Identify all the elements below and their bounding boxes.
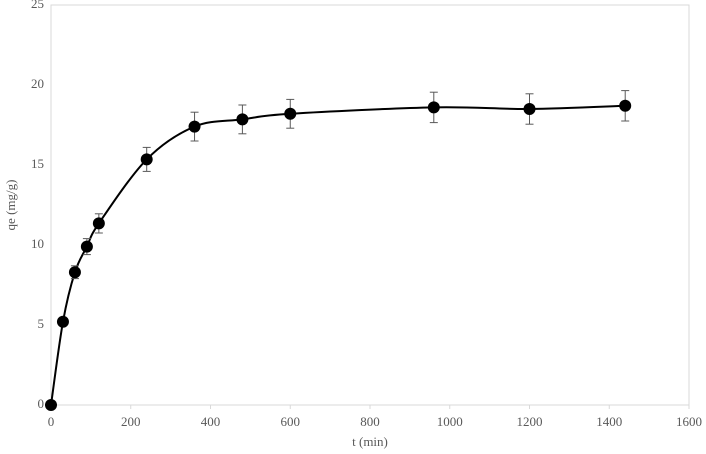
data-point <box>188 120 201 133</box>
data-point <box>68 266 81 279</box>
x-tick-label: 600 <box>281 414 301 429</box>
data-point <box>92 217 105 230</box>
plot-frame <box>50 4 690 406</box>
x-axis-label: t (min) <box>352 434 388 449</box>
y-tick-label: 20 <box>31 76 44 91</box>
data-point <box>56 315 69 328</box>
y-tick-label: 25 <box>31 0 44 11</box>
data-point <box>80 240 93 253</box>
x-tick-label: 400 <box>201 414 221 429</box>
x-tick-label: 800 <box>360 414 380 429</box>
data-point <box>427 101 440 114</box>
data-point <box>619 99 632 112</box>
x-tick-label: 0 <box>48 414 55 429</box>
fit-line <box>50 104 626 406</box>
x-tick-label: 1600 <box>676 414 702 429</box>
x-tick-label: 1400 <box>596 414 622 429</box>
x-tick-label: 200 <box>121 414 141 429</box>
y-tick-label: 15 <box>31 156 44 171</box>
data-point <box>284 107 297 120</box>
x-tick-label: 1000 <box>437 414 463 429</box>
y-tick-label: 0 <box>38 396 45 411</box>
y-tick-label: 5 <box>38 316 45 331</box>
x-tick-label: 1200 <box>517 414 543 429</box>
data-point <box>236 113 249 126</box>
data-point <box>140 153 153 166</box>
data-point <box>45 399 57 411</box>
data-point <box>523 103 536 115</box>
y-axis-label: qe (mg/g) <box>3 180 18 231</box>
y-tick-label: 10 <box>31 236 44 251</box>
